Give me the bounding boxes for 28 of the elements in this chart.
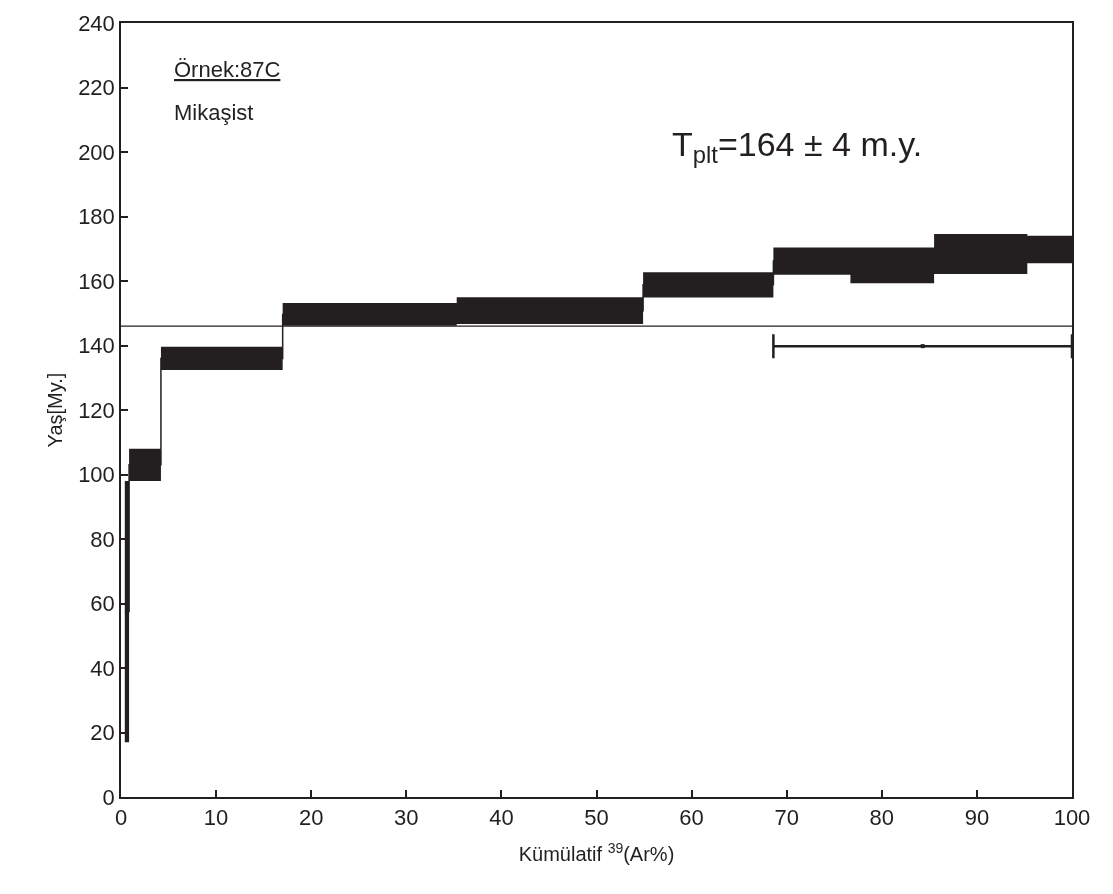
x-tick-label: 20 (298, 805, 324, 831)
x-tick-label: 90 (964, 805, 990, 831)
x-tick-label: 50 (584, 805, 609, 831)
x-tick-label: 100 (1053, 805, 1091, 831)
x-tick-label: 40 (489, 805, 514, 831)
y-tick-label: 0 (102, 784, 115, 810)
annotation: T$_{plt}$=164 ± 4 m.y. (672, 125, 923, 169)
x-tick-label: 80 (869, 805, 895, 831)
y-tick-label: 180 (78, 204, 115, 230)
x-tick-label: 70 (774, 805, 799, 831)
annotation: Mikaşist (174, 100, 254, 125)
y-tick-label: 160 (78, 268, 115, 294)
y-tick-label: 60 (90, 591, 115, 617)
y-axis-title: Yaş[My.] (44, 372, 67, 448)
x-tick-label: 30 (394, 805, 419, 831)
x-tick-label: 60 (679, 805, 704, 831)
y-tick-label: 80 (90, 526, 115, 552)
y-tick-label: 140 (78, 333, 115, 359)
x-axis-title: Kümülatif $^{39}$(Ar%) (518, 839, 675, 866)
y-tick-label: 120 (78, 397, 115, 423)
y-tick-label: 220 (78, 75, 115, 101)
y-tick-label: 40 (90, 655, 115, 681)
y-tick-label: 200 (78, 139, 115, 165)
x-tick-label: 10 (203, 805, 229, 831)
y-tick-label: 240 (78, 10, 115, 36)
y-tick-label: 100 (78, 462, 115, 488)
y-tick-label: 20 (90, 720, 115, 746)
annotation: Örnek:87C (174, 57, 281, 82)
